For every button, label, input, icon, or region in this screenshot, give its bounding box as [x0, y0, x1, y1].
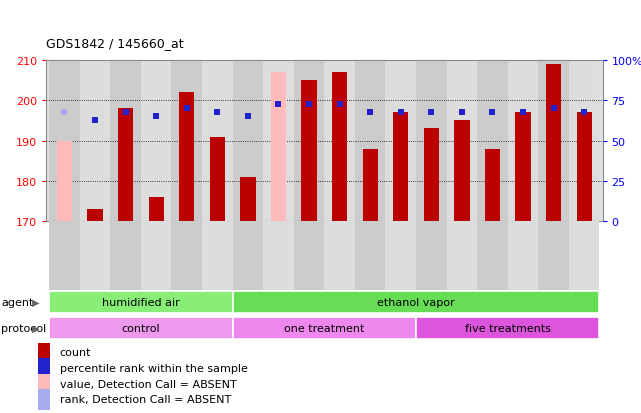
Point — [273, 102, 283, 108]
Text: ethanol vapor: ethanol vapor — [378, 297, 455, 307]
Bar — [508, 61, 538, 222]
Text: GDS1842 / 145660_at: GDS1842 / 145660_at — [46, 38, 184, 50]
Bar — [57, 141, 72, 222]
Point — [121, 110, 131, 116]
Bar — [210, 137, 225, 222]
Text: one treatment: one treatment — [284, 323, 365, 333]
Bar — [294, 222, 324, 290]
Bar — [49, 222, 79, 290]
Bar — [538, 222, 569, 290]
Bar — [240, 178, 256, 222]
Bar — [416, 61, 447, 222]
Bar — [263, 61, 294, 222]
Bar — [355, 61, 385, 222]
Bar — [424, 129, 439, 222]
Point — [151, 114, 162, 121]
Bar — [385, 61, 416, 222]
Bar — [477, 61, 508, 222]
Bar — [355, 222, 385, 290]
Text: percentile rank within the sample: percentile rank within the sample — [60, 363, 247, 373]
Bar — [546, 65, 562, 222]
Point — [181, 106, 192, 112]
Point — [60, 110, 70, 116]
Text: humidified air: humidified air — [102, 297, 179, 307]
Bar — [172, 222, 202, 290]
Text: value, Detection Call = ABSENT: value, Detection Call = ABSENT — [60, 380, 237, 389]
Bar — [233, 61, 263, 222]
Bar — [141, 222, 172, 290]
Bar — [477, 222, 508, 290]
Bar — [416, 317, 599, 339]
Bar — [233, 317, 416, 339]
Point — [457, 110, 467, 116]
Bar — [576, 113, 592, 222]
Bar — [110, 222, 141, 290]
Bar — [332, 73, 347, 222]
Bar — [263, 222, 294, 290]
Text: agent: agent — [1, 297, 34, 307]
Text: count: count — [60, 347, 91, 357]
Bar — [301, 81, 317, 222]
Bar — [202, 222, 233, 290]
Bar — [385, 222, 416, 290]
Text: control: control — [122, 323, 160, 333]
Text: rank, Detection Call = ABSENT: rank, Detection Call = ABSENT — [60, 394, 231, 404]
Bar — [454, 121, 470, 222]
Bar — [38, 374, 50, 394]
Bar — [569, 222, 599, 290]
Bar — [324, 222, 355, 290]
Point — [335, 102, 345, 108]
Bar — [110, 61, 141, 222]
Bar — [271, 73, 286, 222]
Bar — [79, 222, 110, 290]
Bar — [233, 222, 263, 290]
Point — [487, 110, 497, 116]
Bar — [202, 61, 233, 222]
Bar — [324, 61, 355, 222]
Point — [549, 106, 559, 112]
Bar — [38, 342, 50, 362]
Text: ▶: ▶ — [32, 297, 40, 307]
Bar — [87, 210, 103, 222]
Point — [212, 110, 222, 116]
Text: ▶: ▶ — [32, 323, 40, 333]
Bar — [363, 149, 378, 222]
Bar — [38, 358, 50, 378]
Bar — [49, 317, 233, 339]
Point — [518, 110, 528, 116]
Bar — [141, 61, 172, 222]
Bar — [416, 222, 447, 290]
Bar — [233, 291, 599, 313]
Bar — [294, 61, 324, 222]
Text: protocol: protocol — [1, 323, 47, 333]
Bar — [508, 222, 538, 290]
Bar — [538, 61, 569, 222]
Bar — [38, 389, 50, 410]
Bar — [49, 291, 233, 313]
Bar — [79, 61, 110, 222]
Text: five treatments: five treatments — [465, 323, 551, 333]
Point — [395, 110, 406, 116]
Bar — [149, 197, 164, 222]
Point — [365, 110, 376, 116]
Bar — [393, 113, 408, 222]
Bar — [49, 61, 79, 222]
Bar — [485, 149, 500, 222]
Point — [426, 110, 437, 116]
Bar — [515, 113, 531, 222]
Point — [90, 118, 100, 124]
Bar — [118, 109, 133, 222]
Bar — [447, 222, 477, 290]
Bar — [569, 61, 599, 222]
Bar — [447, 61, 477, 222]
Point — [304, 102, 314, 108]
Point — [243, 114, 253, 121]
Bar — [179, 93, 194, 222]
Point — [579, 110, 589, 116]
Bar — [172, 61, 202, 222]
